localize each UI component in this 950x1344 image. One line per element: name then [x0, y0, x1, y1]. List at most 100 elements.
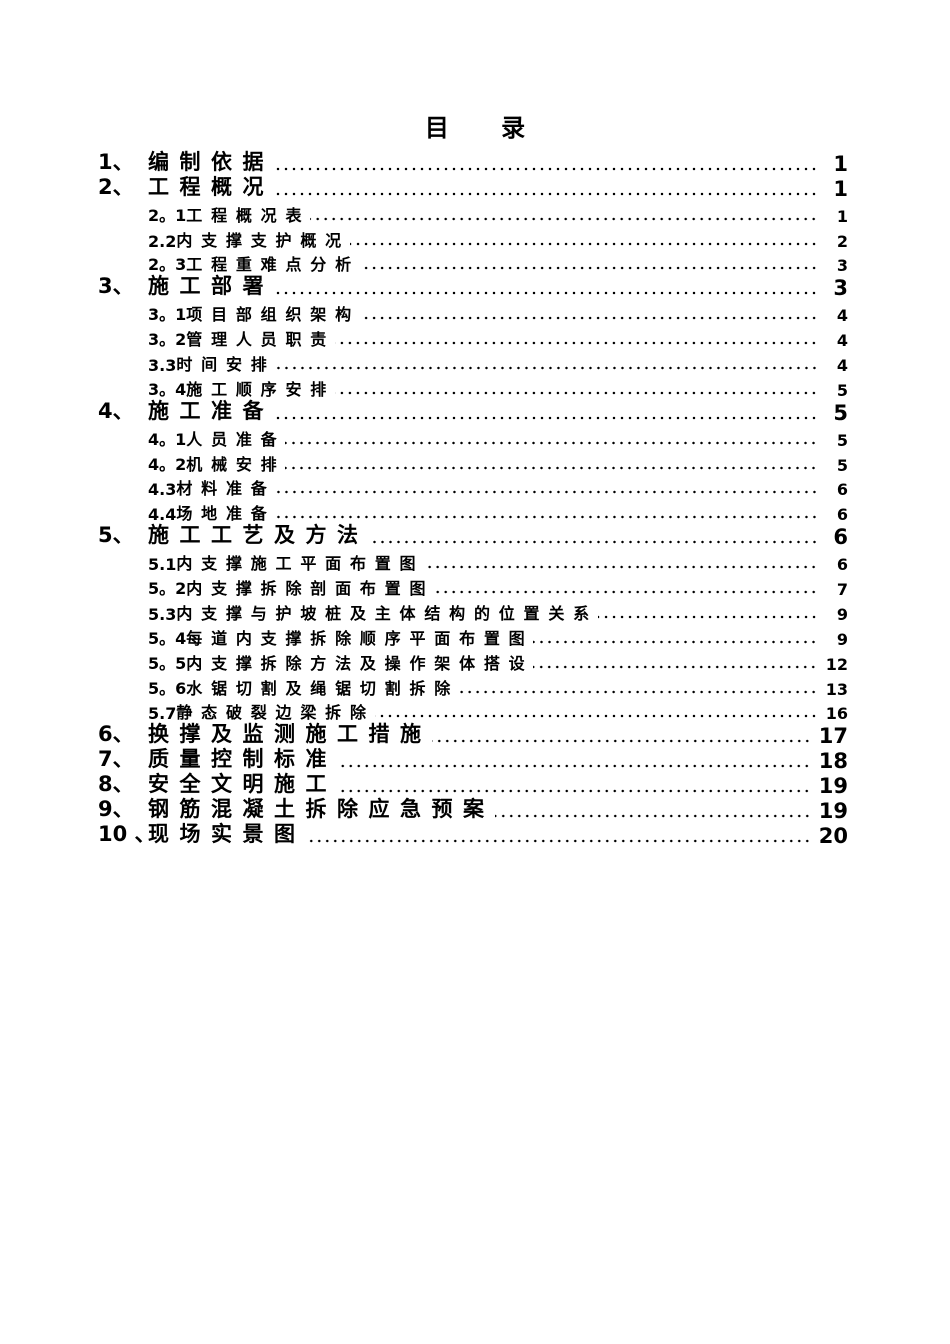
dot-leader [533, 639, 818, 644]
toc-entry[interactable]: 10 、现场实景图 20 [98, 822, 848, 848]
toc-entry-title: 工程概况表 [186, 205, 311, 225]
toc-entry-title: 内支撑与护坡桩及主体结构的位置关系 [176, 603, 598, 623]
toc-entry-number: 2。3 [148, 255, 187, 275]
toc-entry-title: 施工工艺及方法 [148, 523, 369, 548]
dot-leader [459, 689, 818, 694]
toc-entry[interactable]: 4。1 人员准备 5 [98, 425, 848, 450]
toc-entry-page: 13 [825, 679, 848, 699]
dot-leader [285, 465, 818, 470]
dot-leader [359, 316, 818, 321]
toc-entry[interactable]: 5.1 内支撑施工平面布置图 6 [98, 549, 848, 574]
toc-entry-number: 2。1 [148, 205, 187, 225]
page-title: 目 录 [424, 114, 548, 142]
toc-entry[interactable]: 8、 安全文明施工 19 [98, 772, 848, 798]
toc-entry[interactable]: 2。1 工程概况表 1 [98, 201, 848, 226]
toc-entry[interactable]: 3.3 时间安排 4 [98, 350, 848, 375]
dot-leader [434, 590, 818, 595]
toc-entry-page: 9 [836, 604, 848, 624]
toc-entry-title: 施工顺序安排 [186, 379, 336, 399]
toc-entry-title: 时间安排 [176, 355, 276, 375]
toc-entry[interactable]: 5。6 水锯切割及绳锯切割拆除 13 [98, 674, 848, 699]
dot-leader [424, 565, 818, 570]
toc-entry-page: 3 [836, 256, 848, 276]
dot-leader [274, 191, 818, 196]
toc-entry-title: 内支撑施工平面布置图 [176, 554, 425, 574]
toc-entry-page: 7 [836, 580, 848, 600]
toc-entry[interactable]: 5、 施工工艺及方法 6 [98, 523, 848, 550]
toc-entry[interactable]: 3、 施工部署 3 [98, 274, 848, 300]
toc-entry-title: 施工准备 [148, 398, 274, 423]
toc-entry-title: 质量控制标准 [148, 747, 337, 772]
toc-entry-number: 3。4 [148, 379, 187, 399]
toc-entry-number: 5.1 [148, 555, 177, 575]
toc-entry[interactable]: 6、 换撑及监测施工措施 17 [98, 722, 848, 749]
toc-entry-title: 内支撑拆除方法及操作架体搭设 [186, 653, 534, 673]
toc-entry[interactable]: 4、 施工准备 5 [98, 399, 848, 425]
toc-entry-number: 9、 [98, 797, 134, 822]
toc-entry-page: 1 [836, 206, 848, 226]
dot-leader [337, 789, 811, 794]
toc-entry-number: 2.2 [148, 231, 177, 251]
toc-entry-page: 16 [825, 704, 848, 724]
toc-entry-page: 6 [836, 480, 848, 500]
dot-leader [305, 838, 811, 843]
toc-entry-number: 4、 [98, 398, 134, 423]
toc-entry[interactable]: 3。2 管理人员职责 4 [98, 325, 848, 350]
toc-entry-number: 10 、 [98, 821, 156, 846]
toc-entry-page: 4 [836, 306, 848, 326]
toc-entry-number: 7、 [98, 747, 134, 772]
dot-leader [533, 664, 818, 669]
toc-entry[interactable]: 5。2 内支撑拆除剖面布置图 7 [98, 574, 848, 599]
dot-leader [349, 241, 818, 246]
toc-entry[interactable]: 7、 质量控制标准 18 [98, 747, 848, 773]
toc-entry-number: 5.3 [148, 604, 177, 624]
dot-leader [274, 291, 818, 296]
toc-entry-title: 钢筋混凝土拆除应急预案 [148, 797, 495, 822]
toc-entry[interactable]: 4.3 材料准备 6 [98, 475, 848, 500]
toc-entry-number: 5。6 [148, 678, 187, 698]
toc-entry-number: 3。2 [148, 330, 187, 350]
toc-entry[interactable]: 5.7 静态破裂边梁拆除 16 [98, 699, 848, 724]
toc-entry[interactable]: 3。4 施工顺序安排 5 [98, 375, 848, 400]
toc-entry-number: 5。2 [148, 579, 187, 599]
table-of-contents: 1、 编制依据 1 2、 工程概况 1 2。1 工程概况表 1 2.2 内支撑支护概况 2 2。3 工程重… [98, 150, 848, 848]
toc-entry-page: 5 [836, 430, 848, 450]
toc-entry[interactable]: 5。4 每道内支撑拆除顺序平面布置图 9 [98, 624, 848, 649]
toc-entry[interactable]: 2.2 内支撑支护概况 2 [98, 226, 848, 251]
dot-leader [275, 515, 818, 520]
toc-entry-number: 3。1 [148, 305, 187, 325]
toc-entry-page: 5 [836, 455, 848, 475]
toc-entry-page: 19 [818, 799, 848, 824]
dot-leader [274, 415, 818, 420]
toc-entry[interactable]: 9、 钢筋混凝土拆除应急预案 19 [98, 797, 848, 824]
dot-leader [368, 540, 818, 545]
toc-entry-title: 每道内支撑拆除顺序平面布置图 [186, 628, 534, 648]
toc-entry[interactable]: 5。5 内支撑拆除方法及操作架体搭设 12 [98, 649, 848, 674]
toc-entry[interactable]: 1、 编制依据 1 [98, 150, 848, 176]
toc-entry[interactable]: 2。3 工程重难点分析 3 [98, 251, 848, 276]
dot-leader [337, 764, 811, 769]
toc-entry-title: 工程重难点分析 [186, 255, 360, 275]
toc-entry-title: 安全文明施工 [148, 772, 337, 797]
toc-entry-number: 5、 [98, 523, 134, 548]
toc-entry-page: 6 [836, 555, 848, 575]
toc-entry[interactable]: 2、 工程概况 1 [98, 175, 848, 201]
toc-entry-number: 4。2 [148, 454, 187, 474]
toc-entry[interactable]: 4.4 场地准备 6 [98, 499, 848, 524]
dot-leader [275, 490, 818, 495]
toc-entry-page: 6 [833, 525, 848, 550]
toc-entry[interactable]: 3。1 项目部组织架构 4 [98, 300, 848, 325]
toc-entry[interactable]: 4。2 机械安排 5 [98, 450, 848, 475]
toc-entry-page: 17 [818, 724, 848, 749]
toc-entry-title: 静态破裂边梁拆除 [176, 703, 375, 723]
toc-entry-title: 材料准备 [176, 479, 276, 499]
toc-entry-title: 场地准备 [176, 504, 276, 524]
toc-entry-title: 内支撑支护概况 [176, 230, 350, 250]
toc-entry-page: 9 [836, 629, 848, 649]
toc-entry[interactable]: 5.3 内支撑与护坡桩及主体结构的位置关系 9 [98, 599, 848, 624]
toc-entry-title: 水锯切割及绳锯切割拆除 [186, 678, 460, 698]
toc-entry-page: 6 [836, 505, 848, 525]
toc-entry-title: 内支撑拆除剖面布置图 [186, 579, 435, 599]
toc-entry-page: 5 [836, 380, 848, 400]
toc-entry-title: 现场实景图 [148, 821, 306, 846]
